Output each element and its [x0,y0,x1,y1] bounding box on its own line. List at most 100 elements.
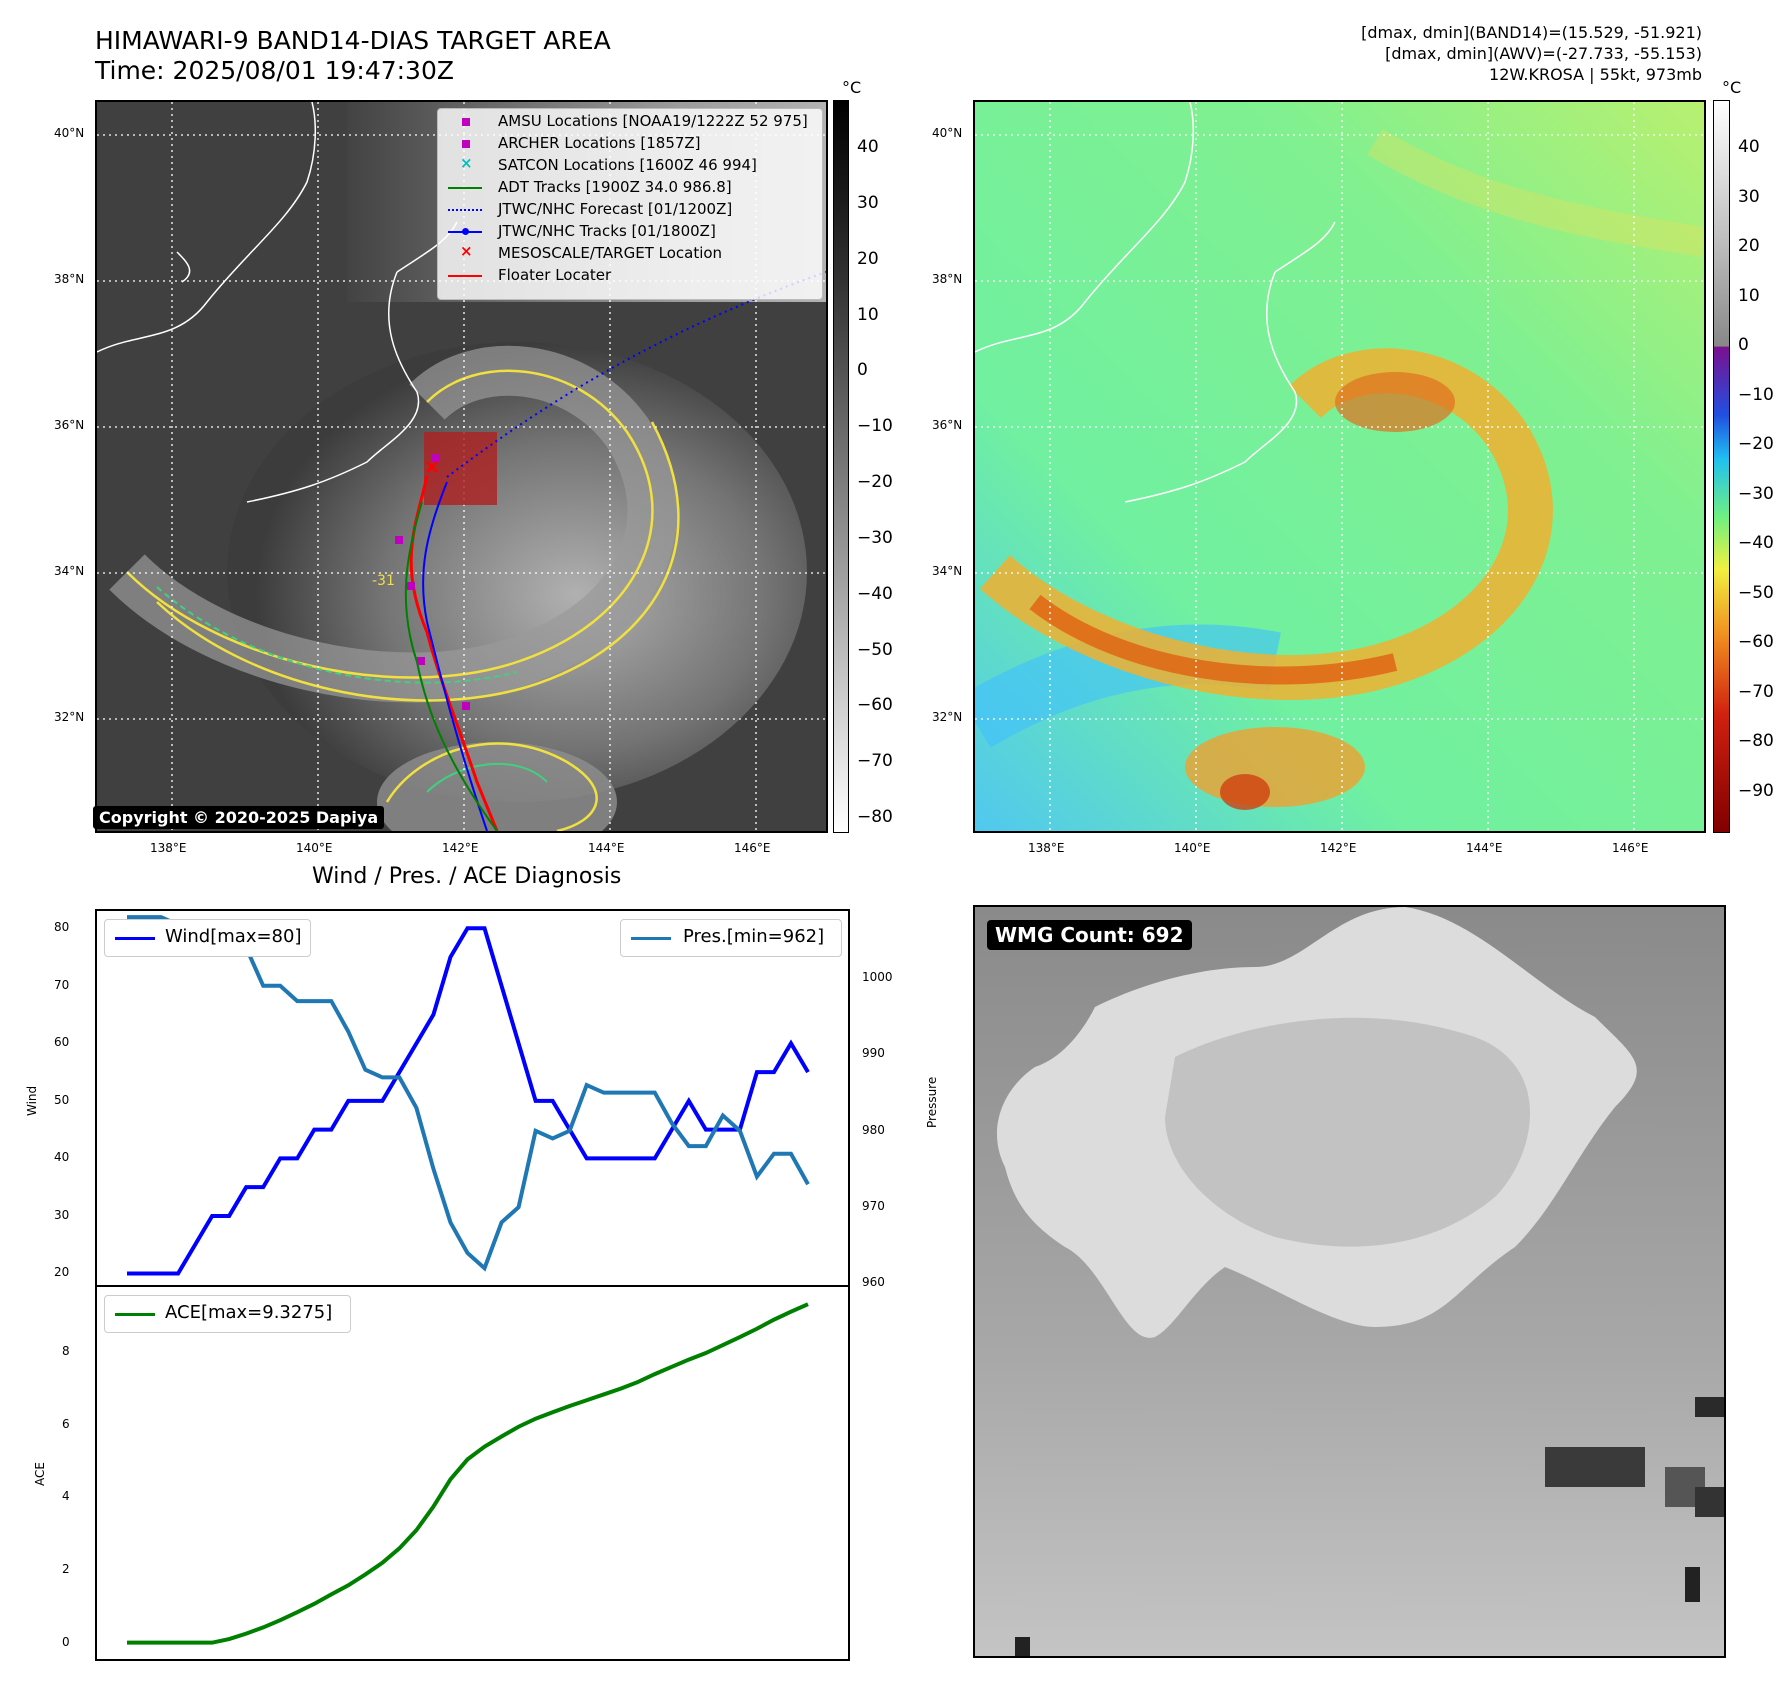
wv-colorbar-unit: °C [1722,78,1742,97]
ir-lat-34: 34°N [54,564,85,578]
wv-colorbar-tick: 40 [1738,137,1760,157]
title-line-2: Time: 2025/08/01 19:47:30Z [95,56,454,85]
ir-colorbar-tick: 30 [857,192,879,213]
ir-colorbar-tick: −20 [857,472,893,492]
stats-line-2: [dmax, dmin](AWV)=(-27.733, -55.153) [1385,44,1702,63]
ace-tick-label: 6 [62,1416,70,1431]
wv-lat-38: 38°N [932,272,963,286]
wv-map-image [975,102,1704,831]
ir-colorbar-tick: −40 [857,583,893,604]
ir-colorbar-tick: 40 [857,137,879,157]
wv-lon-146: 146°E [1612,841,1649,855]
wv-lon-144: 144°E [1466,841,1503,855]
wv-lon-140: 140°E [1174,841,1211,855]
wv-colorbar-tick: −10 [1738,384,1774,405]
wind-tick-label: 40 [54,1150,70,1165]
copyright-label: Copyright © 2020-2025 Dapiya [93,806,385,829]
wv-colorbar-tick: 10 [1738,285,1760,306]
ir-lat-38: 38°N [54,272,85,286]
ace-axis-label: ACE [33,1462,47,1486]
ir-lat-40: 40°N [54,126,85,140]
line-marker-icon [448,187,482,189]
pressure-tick-label: 970 [862,1199,885,1214]
ir-colorbar-tick: 10 [857,304,879,325]
wv-colorbar-tick: −30 [1738,483,1774,504]
wv-colorbar-tick: −40 [1738,533,1774,554]
ace-panel[interactable]: ACE[max=9.3275] [95,1285,850,1661]
ir-colorbar-tick: −30 [857,527,893,548]
wv-colorbar-tick: −90 [1738,781,1774,801]
square-marker-icon [462,118,470,126]
wmg-image [975,907,1724,1656]
ir-colorbar-tick: 20 [857,248,879,269]
ir-colorbar [833,100,849,833]
line-marker-icon [631,937,671,940]
ir-lat-36: 36°N [54,418,85,432]
stats-line-1: [dmax, dmin](BAND14)=(15.529, -51.921) [1361,23,1702,42]
title-line-1: HIMAWARI-9 BAND14-DIAS TARGET AREA [95,26,611,55]
ir-colorbar-tick: 0 [857,360,868,381]
wind-tick-label: 50 [54,1092,70,1107]
wmg-count-badge: WMG Count: 692 [987,920,1192,950]
x-marker-icon: × [460,242,473,260]
wind-pressure-panel[interactable]: Wind[max=80] Pres.[min=962] [95,909,850,1287]
wind-tick-label: 20 [54,1265,70,1280]
square-marker-icon [462,140,470,148]
ir-colorbar-unit: °C [842,78,862,97]
stats-block: [dmax, dmin](BAND14)=(15.529, -51.921) [… [1361,22,1702,85]
ir-lon-146: 146°E [734,841,771,855]
ace-tick-label: 2 [62,1562,70,1577]
ir-colorbar-tick: −50 [857,639,893,660]
map-legend: AMSU Locations [NOAA19/1222Z 52 975] ARC… [437,108,823,300]
figure-title: HIMAWARI-9 BAND14-DIAS TARGET AREA Time:… [95,26,611,86]
ir-lon-138: 138°E [150,841,187,855]
ir-lat-32: 32°N [54,710,85,724]
stats-line-3: 12W.KROSA | 55kt, 973mb [1489,65,1702,84]
wv-lat-40: 40°N [932,126,963,140]
target-box [424,432,497,505]
wind-legend: Wind[max=80] [104,919,311,957]
ace-tick-label: 0 [62,1634,70,1649]
ir-colorbar-tick: −70 [857,751,893,772]
line-marker-icon [115,937,155,940]
wind-tick-label: 30 [54,1207,70,1222]
wv-lon-138: 138°E [1028,841,1065,855]
wind-pressure-plot [127,915,810,1276]
wv-colorbar-tick: 0 [1738,335,1749,356]
pressure-axis-label: Pressure [925,1076,939,1128]
dotted-line-icon [448,209,482,211]
wind-series-line [127,926,810,1276]
ir-colorbar-tick: −60 [857,695,893,716]
pressure-legend: Pres.[min=962] [620,919,842,957]
wv-colorbar-tick: −70 [1738,681,1774,702]
wv-colorbar-tick: −80 [1738,731,1774,752]
wind-tick-label: 70 [54,977,70,992]
wind-axis-label: Wind [25,1085,39,1116]
ir-colorbar-tick: −10 [857,416,893,437]
chart-title: Wind / Pres. / ACE Diagnosis [312,864,622,889]
ace-series-line [127,1302,809,1645]
wv-colorbar-tick: −50 [1738,582,1774,603]
ir-colorbar-tick: −80 [857,807,893,827]
wv-colorbar-tick: 30 [1738,186,1760,207]
wind-tick-label: 80 [54,920,70,935]
wv-map-panel[interactable] [973,100,1706,833]
ace-plot [127,1302,809,1645]
wind-tick-label: 60 [54,1035,70,1050]
wv-lat-32: 32°N [932,710,963,724]
line-marker-icon [115,1313,155,1316]
pressure-tick-label: 990 [862,1046,885,1061]
wv-colorbar [1713,100,1730,833]
ace-tick-label: 4 [62,1489,70,1504]
line-marker-icon [448,275,482,277]
pressure-tick-label: 1000 [862,970,893,985]
ace-legend: ACE[max=9.3275] [104,1295,351,1333]
wmg-panel[interactable] [973,905,1726,1658]
wv-lon-142: 142°E [1320,841,1357,855]
wv-colorbar-tick: −60 [1738,632,1774,653]
contour-label: -31 [372,573,395,589]
ir-lon-142: 142°E [442,841,479,855]
ace-tick-label: 8 [62,1344,70,1359]
pressure-tick-label: 960 [862,1275,885,1290]
ir-lon-144: 144°E [588,841,625,855]
